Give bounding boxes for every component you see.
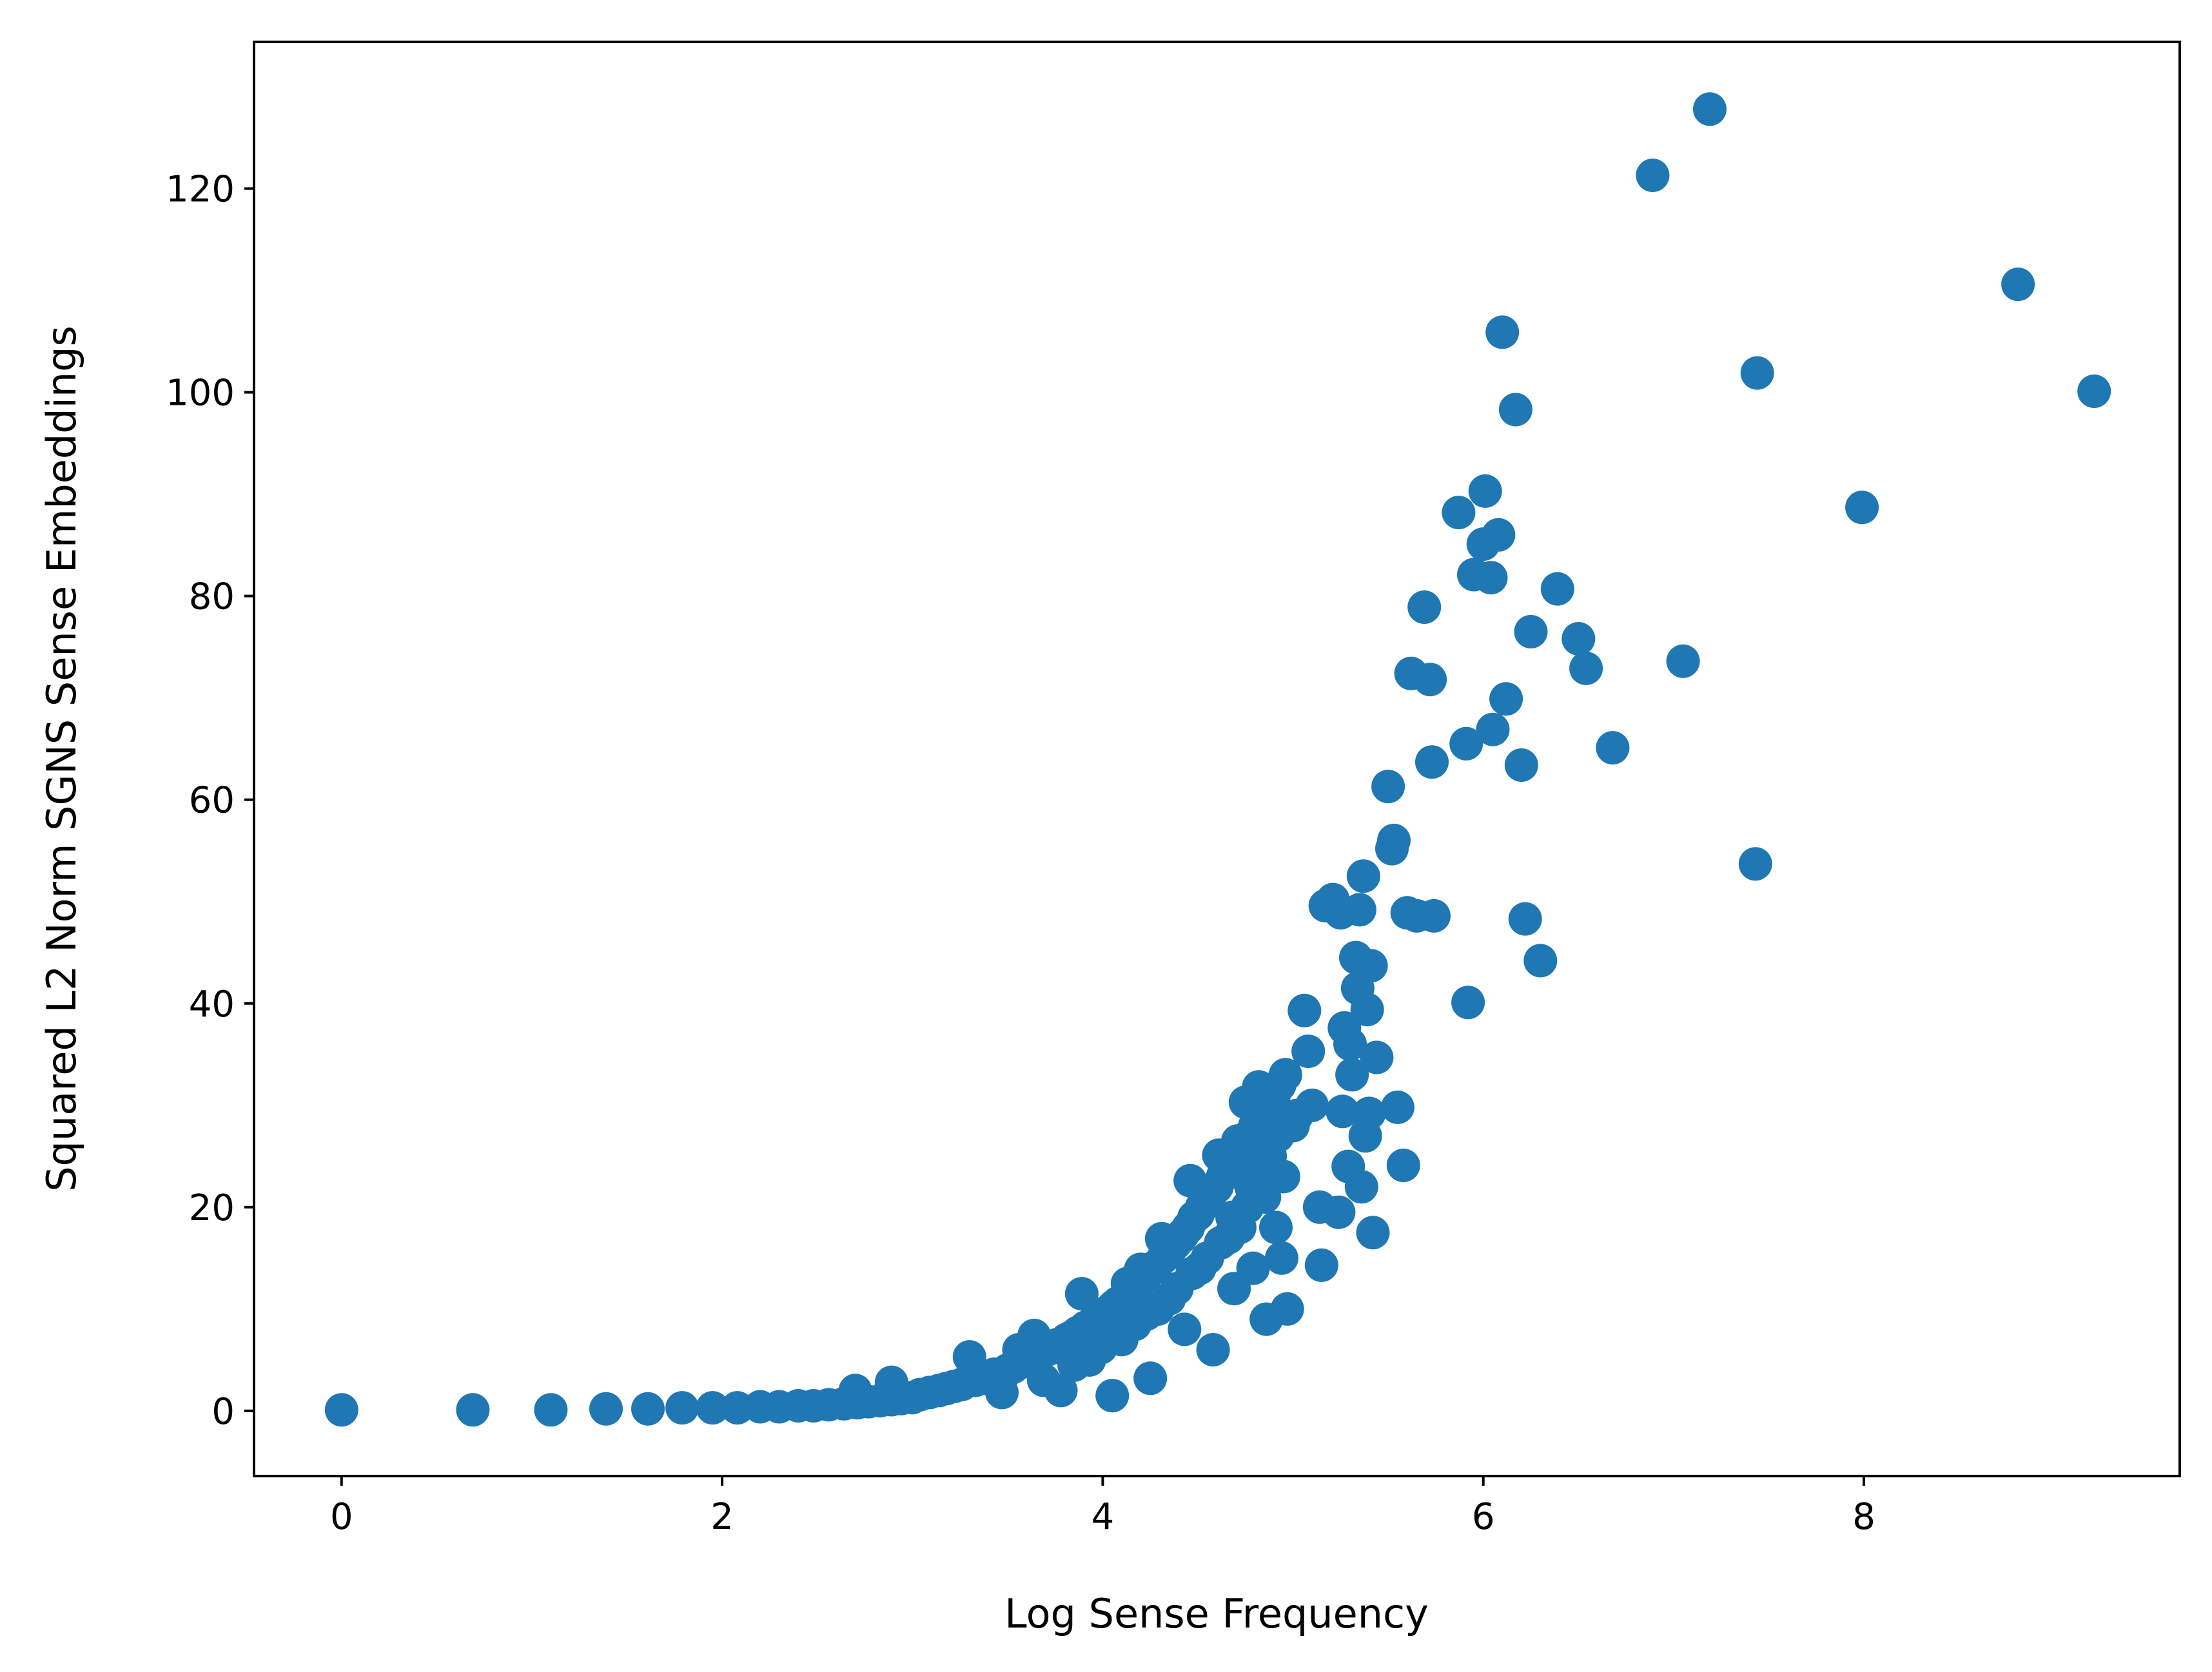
y-tick-label: 40	[189, 984, 235, 1026]
x-tick-label: 0	[330, 1496, 353, 1538]
data-point	[1352, 1096, 1386, 1131]
data-point	[1514, 615, 1548, 648]
data-point	[1326, 1094, 1360, 1129]
data-point	[1474, 561, 1508, 595]
y-tick-label: 100	[166, 373, 235, 414]
data-point	[1259, 1210, 1293, 1245]
data-point	[1498, 393, 1532, 427]
data-point	[1380, 1090, 1414, 1124]
y-tick-label: 80	[189, 576, 235, 618]
data-point	[1236, 1251, 1270, 1285]
data-point	[1569, 651, 1603, 685]
data-point	[1508, 902, 1542, 936]
data-point	[1415, 745, 1449, 779]
data-point	[1476, 712, 1510, 746]
data-point	[1504, 748, 1538, 782]
data-point	[1335, 1058, 1369, 1092]
data-point	[1386, 1149, 1420, 1182]
data-point	[1371, 770, 1405, 804]
x-tick-label: 6	[1472, 1496, 1495, 1538]
data-point	[534, 1393, 568, 1427]
data-point	[1270, 1292, 1304, 1326]
y-axis-ticks: 0 20 40 60 80 100 120	[166, 169, 254, 1433]
data-point	[665, 1391, 700, 1425]
data-point	[1133, 1361, 1168, 1395]
data-point	[1266, 1160, 1300, 1194]
data-point	[1485, 315, 1520, 349]
data-point	[1304, 1248, 1338, 1282]
plot-area-frame	[253, 41, 2181, 1477]
data-point	[1350, 993, 1384, 1027]
data-point	[1291, 1035, 1326, 1068]
data-point	[1449, 726, 1483, 761]
data-point	[1523, 944, 1558, 978]
data-point	[1738, 847, 1772, 881]
data-point	[1356, 1216, 1390, 1250]
data-point	[1740, 356, 1774, 390]
x-axis-ticks: 0 2 4 6 8	[330, 1476, 1875, 1538]
y-tick-label: 0	[211, 1391, 235, 1433]
data-point	[1344, 1170, 1378, 1204]
data-point	[696, 1391, 730, 1425]
data-point	[1666, 644, 1700, 678]
data-point	[1540, 572, 1574, 606]
data-point	[1295, 1088, 1329, 1122]
data-point	[1489, 682, 1523, 716]
x-tick-label: 4	[1091, 1496, 1115, 1538]
y-tick-label: 120	[166, 169, 235, 211]
data-point	[1333, 1027, 1367, 1061]
data-point	[2077, 374, 2111, 408]
data-point	[1407, 590, 1442, 624]
y-tick-label: 60	[189, 780, 235, 822]
data-point	[2001, 267, 2035, 302]
data-point	[1322, 1195, 1356, 1229]
data-point	[631, 1392, 665, 1426]
data-point	[1346, 859, 1380, 893]
data-point	[1561, 622, 1596, 656]
data-points-layer	[324, 92, 2111, 1427]
data-point	[1596, 731, 1630, 765]
data-point	[1196, 1333, 1230, 1366]
data-point	[1693, 92, 1727, 126]
data-point	[324, 1393, 358, 1427]
data-point	[1845, 491, 1879, 525]
data-point	[456, 1393, 490, 1427]
data-point	[838, 1374, 872, 1408]
data-point	[874, 1365, 908, 1399]
data-point	[1451, 986, 1485, 1020]
data-point	[1287, 993, 1322, 1027]
data-point	[1264, 1241, 1298, 1275]
data-point	[1064, 1277, 1099, 1311]
data-point	[1168, 1312, 1202, 1346]
x-axis-label: Log Sense Frequency	[1004, 1590, 1429, 1637]
data-point	[1354, 949, 1388, 983]
data-point	[1413, 663, 1447, 697]
data-point	[1360, 1040, 1394, 1074]
data-point	[1044, 1374, 1078, 1408]
data-point	[1417, 899, 1451, 933]
data-point	[1482, 518, 1516, 552]
y-axis-label: Squared L2 Norm SGNS Sense Embeddings	[38, 326, 85, 1192]
data-point	[1342, 893, 1376, 927]
y-tick-label: 20	[189, 1187, 235, 1229]
data-point	[1442, 496, 1476, 530]
x-tick-label: 8	[1852, 1496, 1875, 1538]
data-point	[589, 1392, 623, 1426]
data-point	[1377, 823, 1411, 857]
data-point	[1268, 1058, 1302, 1092]
data-point	[1095, 1379, 1130, 1413]
x-tick-label: 2	[710, 1496, 734, 1538]
data-point	[1468, 474, 1502, 508]
data-point	[1636, 159, 1670, 192]
